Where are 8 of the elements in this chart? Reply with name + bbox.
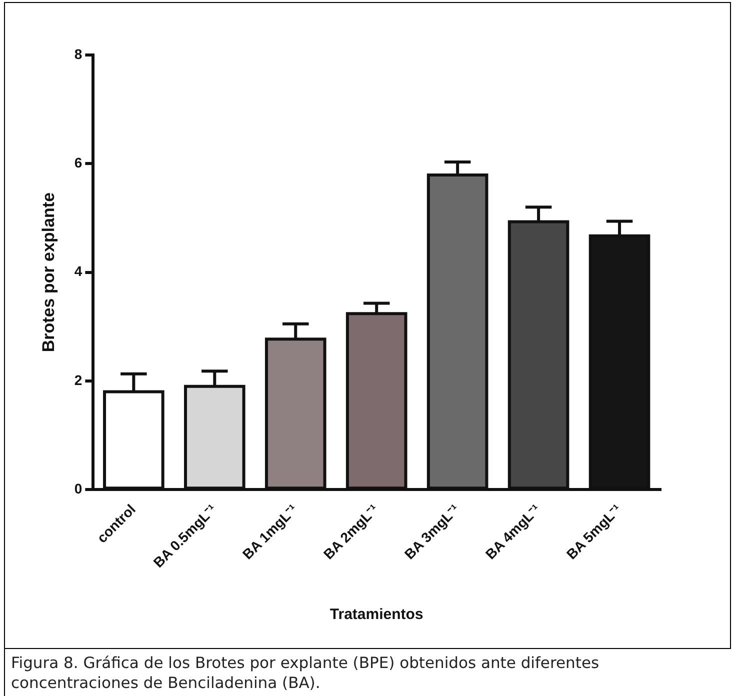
- y-tick-label: 0: [74, 480, 82, 496]
- y-tick-label: 2: [74, 372, 82, 388]
- y-tick-label: 8: [74, 46, 82, 62]
- text: Figura 8. Gráfica de los Brotes por explante (BPE) obtenidos ante diferentes concentraciones de Benciladenina (BA).: [4, 649, 732, 696]
- y-tick-label: 6: [74, 154, 82, 171]
- x-axis-title: Tratamientos: [330, 606, 424, 624]
- y-tick-label: 4: [74, 263, 82, 280]
- y-axis-title: Brotes por explante: [38, 192, 58, 352]
